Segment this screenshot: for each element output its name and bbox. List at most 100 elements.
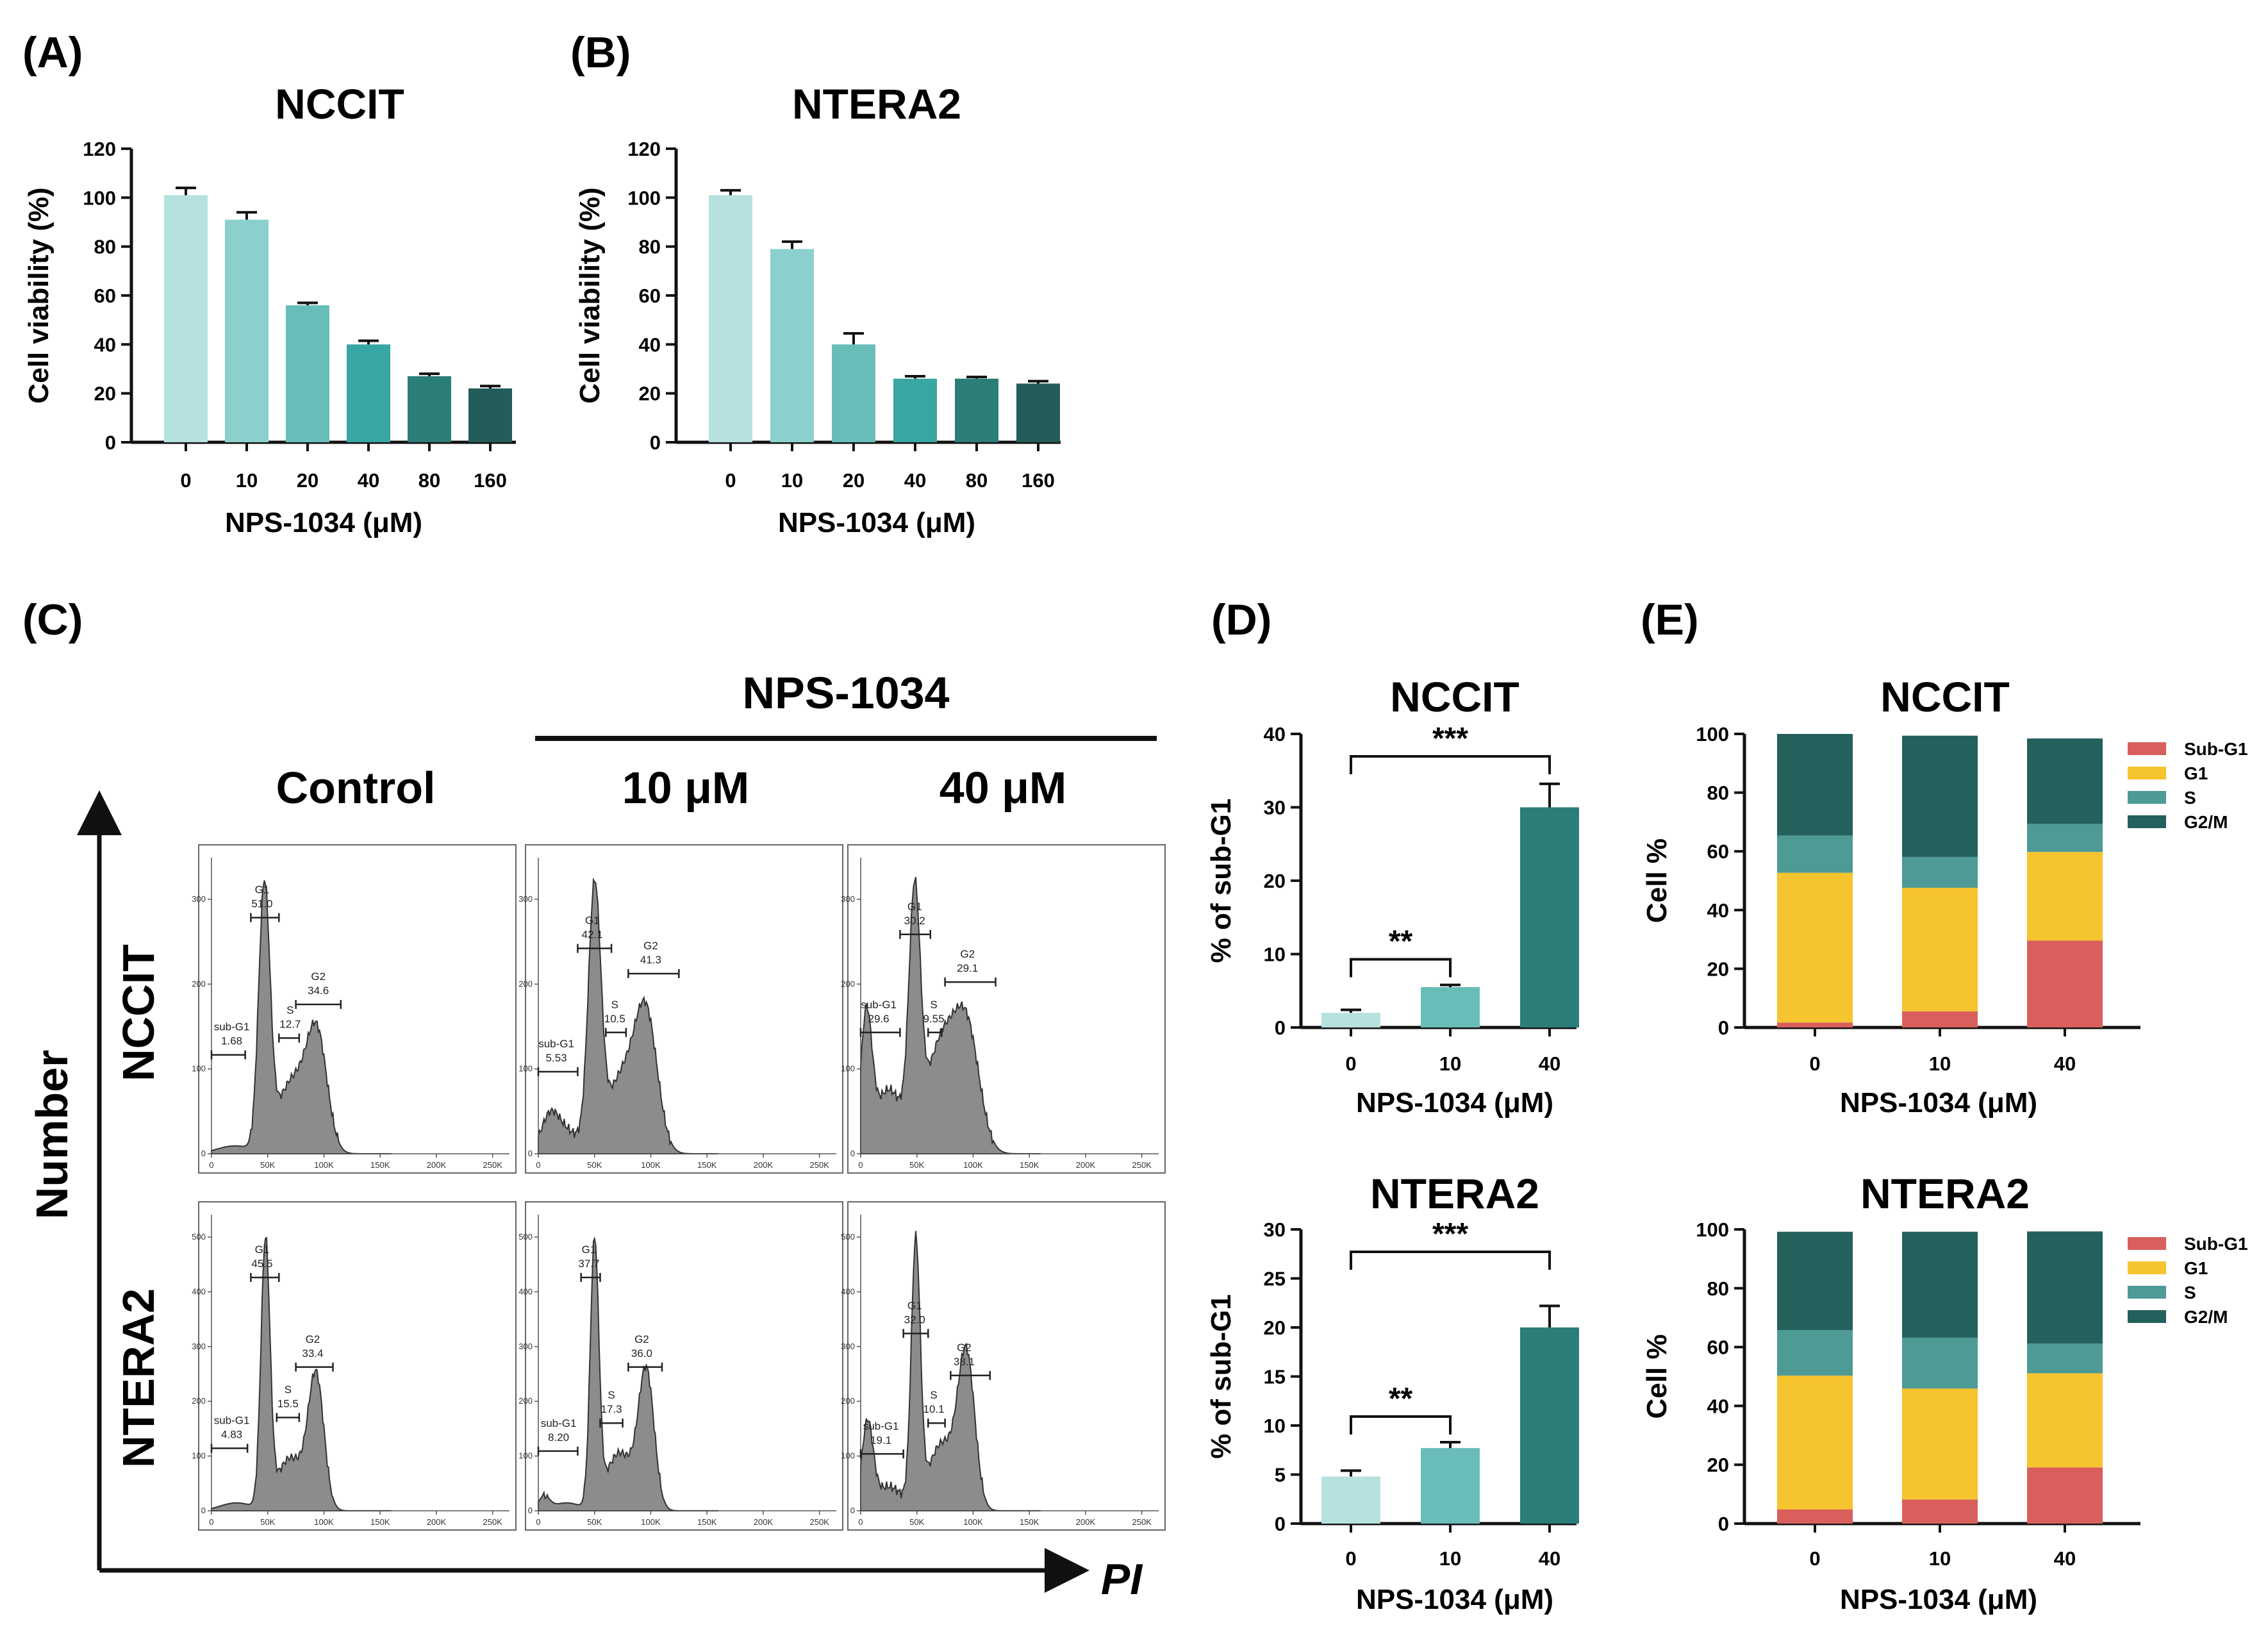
bar-segment-g1 <box>1902 887 1978 1011</box>
significance-label: *** <box>1432 1217 1468 1251</box>
histogram-x-tick-label: 100K <box>641 1160 661 1170</box>
bar-segment-sub-g1 <box>1902 1011 1978 1027</box>
histogram-y-tick-label: 400 <box>518 1286 533 1296</box>
panel-label-b: (B) <box>570 28 631 77</box>
y-tick-label: 0 <box>1718 1513 1729 1535</box>
gate-name-sub-g1: sub-G1 <box>863 1420 899 1432</box>
bar-segment-s <box>2027 1343 2103 1374</box>
histogram-y-tick-label: 200 <box>518 1396 533 1406</box>
histogram-y-tick-label: 100 <box>841 1064 855 1074</box>
histogram-x-tick-label: 50K <box>260 1160 275 1170</box>
row-header-ntera2: NTERA2 <box>113 1288 163 1468</box>
col-header-control: Control <box>276 763 436 813</box>
gate-name-s: S <box>930 999 937 1011</box>
histogram-frame <box>525 844 843 1174</box>
histogram-y-tick-label: 300 <box>518 894 533 904</box>
histogram-y-tick-label: 300 <box>192 1342 206 1351</box>
x-axis-label: NPS-1034 (μM) <box>1356 1087 1553 1119</box>
significance-bracket <box>1350 958 1452 977</box>
legend-label-g2-m: G2/M <box>2184 812 2228 832</box>
x-axis-label: NPS-1034 (μM) <box>1840 1584 2037 1615</box>
y-tick-label: 60 <box>1707 1336 1729 1359</box>
histogram-y-tick-label: 0 <box>201 1149 206 1158</box>
gate-name-g2: G2 <box>306 1333 320 1345</box>
histogram-x-tick-label: 150K <box>1020 1517 1039 1527</box>
bar <box>1321 1013 1380 1027</box>
histogram-x-tick-label: 50K <box>587 1160 602 1170</box>
histogram-x-tick-label: 200K <box>427 1517 447 1527</box>
y-tick-label: 30 <box>1264 1218 1286 1241</box>
y-tick-label: 25 <box>1264 1268 1286 1290</box>
y-tick-label: 5 <box>1275 1464 1286 1486</box>
gate-value-sub-g1: 1.68 <box>221 1035 242 1047</box>
histogram-y-tick-label: 200 <box>192 979 206 988</box>
y-tick-label: 80 <box>1707 1277 1729 1300</box>
y-tick-label: 100 <box>1696 723 1729 745</box>
chart-title: NCCIT <box>1880 673 2010 720</box>
histogram-y-tick-label: 100 <box>192 1064 206 1074</box>
histogram-x-tick-label: 250K <box>809 1160 829 1170</box>
histogram-x-tick-label: 0 <box>209 1517 213 1527</box>
panel-label-a: (A) <box>22 28 83 77</box>
bar-segment-sub-g1 <box>1902 1499 1978 1524</box>
chart-a-nccit-viability: NCCIT Cell viability (%) NPS-1034 (μM) 0 20 4… <box>23 80 516 538</box>
histogram-y-tick-label: 500 <box>841 1232 855 1242</box>
gate-value-s: 15.5 <box>277 1397 299 1410</box>
gate-name-g2: G2 <box>634 1333 649 1345</box>
x-tick-label: 10 <box>1439 1547 1461 1570</box>
legend-swatch-s <box>2128 1286 2166 1299</box>
y-tick-label: 20 <box>94 383 116 405</box>
bar-segment-g1 <box>2027 1373 2103 1468</box>
bar-segment-g2-m <box>1777 1231 1853 1330</box>
y-axis-label-number: Number <box>27 1050 77 1219</box>
bar <box>286 305 329 442</box>
legend-label-s: S <box>2184 1283 2196 1302</box>
significance-label: ** <box>1389 925 1413 959</box>
gate-value-s: 9.55 <box>923 1013 945 1025</box>
bar-segment-g1 <box>1777 872 1853 1023</box>
bar-segment-g1 <box>2027 852 2103 941</box>
histogram-x-tick-label: 100K <box>963 1517 983 1527</box>
histogram-y-tick-label: 200 <box>192 1396 206 1406</box>
bar-segment-s <box>1902 856 1978 888</box>
gate-name-sub-g1: sub-G1 <box>541 1417 577 1429</box>
gate-value-s: 17.3 <box>601 1403 622 1415</box>
bar-segment-g1 <box>1777 1376 1853 1509</box>
chart-title: NCCIT <box>275 80 404 128</box>
histogram-x-tick-label: 0 <box>858 1160 863 1170</box>
gate-name-g2: G2 <box>960 948 975 960</box>
chart-title: NTERA2 <box>792 80 961 128</box>
histogram-x-tick-label: 200K <box>427 1160 447 1170</box>
bar <box>347 344 390 442</box>
y-tick-label: 80 <box>94 236 116 258</box>
bar-segment-g2-m <box>2027 738 2103 824</box>
y-tick-label: 20 <box>1264 1317 1286 1339</box>
histogram-x-tick-label: 50K <box>260 1517 275 1527</box>
histogram-y-tick-label: 0 <box>201 1506 206 1515</box>
histogram-frame <box>847 1201 1166 1531</box>
gate-value-sub-g1: 19.1 <box>870 1434 891 1446</box>
y-axis-label: % of sub-G1 <box>1205 1294 1237 1459</box>
legend-swatch-sub-g1 <box>2128 742 2166 755</box>
chart-b-ntera2-viability: NTERA2 Cell viability (%) NPS-1034 (μM) 0 20… <box>574 80 1061 538</box>
histogram-nccit-40um: 0 50K 100K 150K 200K 250K 0 100 200 300 G1 30.2 G2 29… <box>841 844 1166 1174</box>
bar <box>1520 1327 1579 1524</box>
x-tick-label: 10 <box>1439 1052 1461 1075</box>
x-tick-label: 0 <box>1809 1547 1820 1570</box>
x-tick-label: 40 <box>358 469 379 492</box>
x-tick-label: 10 <box>1929 1052 1951 1075</box>
y-tick-label: 0 <box>105 431 116 454</box>
legend-label-g1: G1 <box>2184 763 2208 783</box>
gate-value-g1: 30.2 <box>904 915 925 927</box>
y-tick-label: 80 <box>639 236 661 258</box>
panel-c-flow-cytometry: NPS-1034 Control 10 μM 40 μM NCCIT NTERA… <box>27 668 1166 1604</box>
gate-value-g2: 36.0 <box>631 1347 652 1360</box>
y-axis-label: Cell viability (%) <box>23 187 54 403</box>
x-tick-label: 10 <box>781 469 803 492</box>
gate-value-g1: 42.1 <box>582 929 603 941</box>
bar-segment-s <box>2027 824 2103 852</box>
legend-label-g1: G1 <box>2184 1258 2208 1278</box>
x-tick-label: 160 <box>474 469 507 492</box>
